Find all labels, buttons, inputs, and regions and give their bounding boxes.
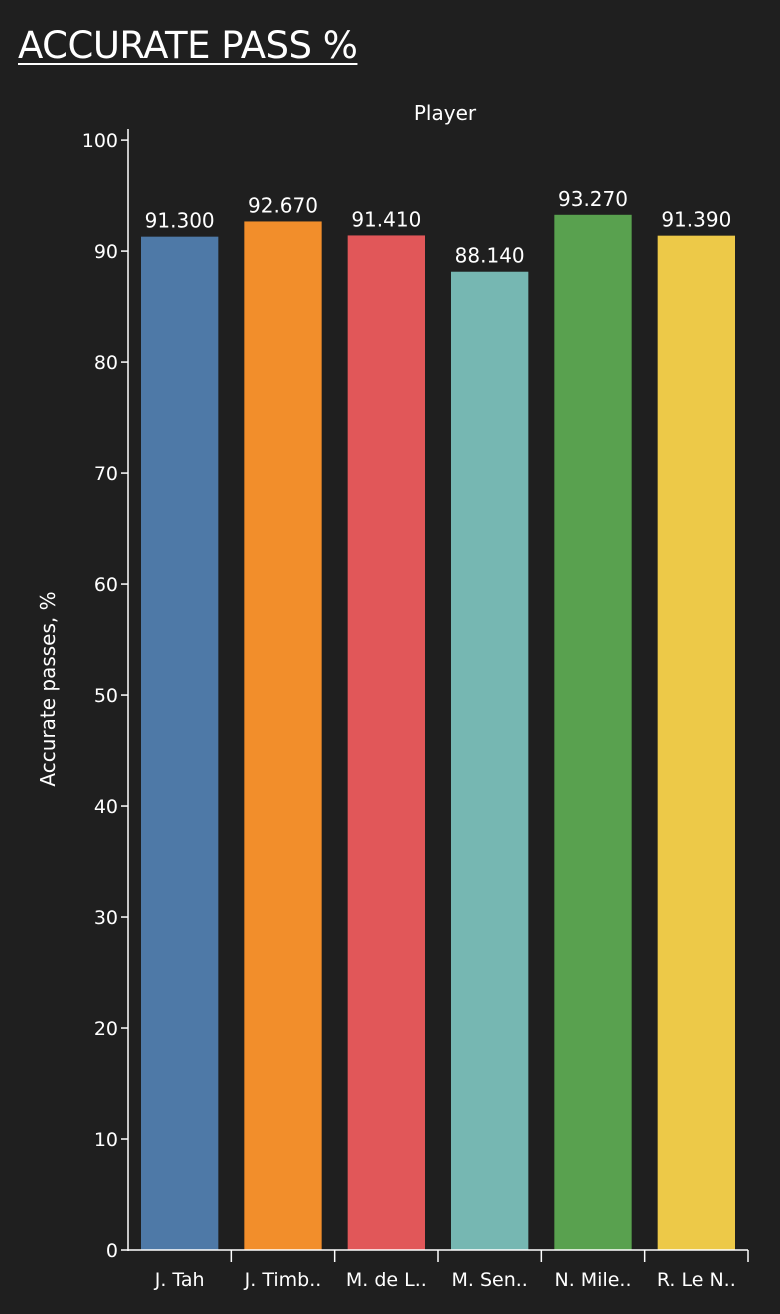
- y-tick-label: 0: [106, 1240, 118, 1262]
- y-tick-label: 70: [94, 463, 118, 485]
- x-category-label: M. Sen..: [451, 1269, 527, 1291]
- y-tick-label: 20: [94, 1018, 118, 1040]
- x-axis-title: Player: [414, 101, 477, 125]
- x-category-label: N. Mile..: [554, 1269, 631, 1291]
- bars: 91.300 92.670 91.410 88.140 93.270 91.390: [141, 187, 735, 1251]
- y-tick-label: 100: [82, 130, 118, 152]
- bar: [554, 214, 632, 1250]
- x-axis: J. Tah J. Timb.. M. de L.. M. Sen.. N. Mile.…: [128, 1249, 749, 1291]
- bar-value-label: 91.390: [661, 208, 731, 232]
- x-category-label: M. de L..: [346, 1269, 427, 1291]
- y-tick-label: 60: [94, 574, 118, 596]
- y-tick-label: 80: [94, 352, 118, 374]
- chart-title: ACCURATE PASS %: [18, 24, 358, 67]
- x-category-label: R. Le N..: [657, 1269, 736, 1291]
- bar-value-label: 88.140: [455, 244, 525, 268]
- y-tick-label: 90: [94, 241, 118, 263]
- bar-value-label: 93.270: [558, 187, 628, 211]
- bar: [347, 235, 425, 1250]
- y-tick-label: 10: [94, 1129, 118, 1151]
- x-category-label: J. Tah: [154, 1269, 205, 1291]
- y-axis: 0 10 20 30 40 50 60 70 80 90 100: [82, 129, 129, 1262]
- y-tick-label: 50: [94, 685, 118, 707]
- y-axis-title: Accurate passes, %: [36, 591, 60, 786]
- bar-value-label: 91.300: [145, 209, 215, 233]
- bar-value-label: 91.410: [351, 207, 421, 231]
- bar: [141, 236, 219, 1250]
- bar: [451, 271, 529, 1250]
- x-category-label: J. Timb..: [244, 1269, 322, 1291]
- bar: [657, 235, 735, 1250]
- y-tick-label: 40: [94, 796, 118, 818]
- bar-value-label: 92.670: [248, 193, 318, 217]
- y-tick-label: 30: [94, 907, 118, 929]
- bar: [244, 221, 322, 1251]
